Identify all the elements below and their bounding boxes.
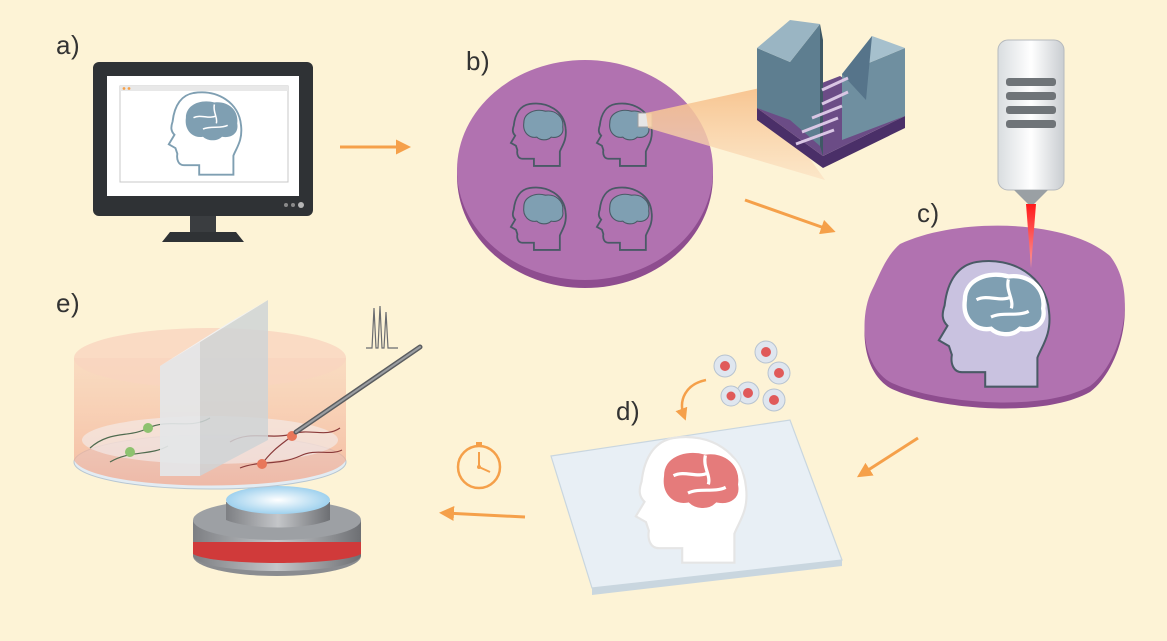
recording-electrode-icon: [293, 344, 423, 435]
cells-icon: [713, 340, 791, 412]
slice-block-icon: [160, 300, 268, 476]
laser-objective-icon: [997, 39, 1065, 268]
panel-label-e: e): [56, 288, 81, 318]
zoom-beam: [646, 88, 825, 180]
laser-beam: [1026, 204, 1036, 268]
arrow-cells-to-slide: [675, 378, 707, 421]
arrow-d-to-e: [439, 505, 526, 521]
microchannel-detail-icon: [757, 20, 905, 168]
panel-label-a: a): [56, 30, 81, 60]
panel-label-b: b): [466, 46, 491, 76]
panel-label-d: d): [616, 396, 641, 426]
spike-trace-icon: [366, 305, 398, 349]
microscope-stage-icon: [193, 486, 361, 576]
brain-model-icon: [167, 91, 243, 176]
panel-label-c: c): [917, 198, 940, 228]
monitor-icon: [93, 62, 313, 242]
arrow-b-to-c: [744, 198, 836, 235]
glass-slide-icon: [550, 419, 843, 595]
arrow-c-to-d: [856, 436, 919, 478]
printing-stage-icon: [864, 225, 1125, 409]
wafer-icon: [457, 60, 713, 288]
clock-icon: [456, 442, 502, 490]
